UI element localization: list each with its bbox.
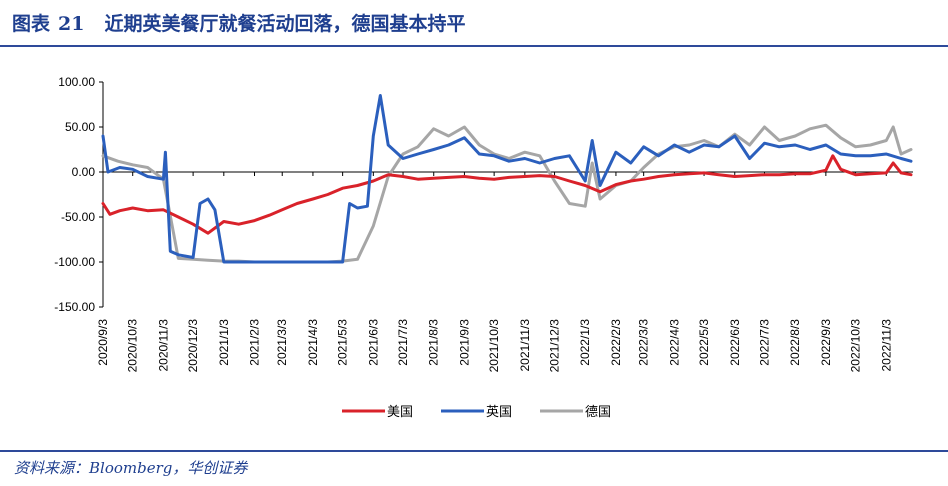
x-tick-label: 2022/1/3 <box>578 319 592 366</box>
x-tick-label: 2022/3/3 <box>637 319 651 366</box>
x-tick-label: 2021/4/3 <box>306 319 320 366</box>
x-tick-label: 2021/9/3 <box>457 319 471 366</box>
line-chart: 100.0050.000.00-50.00-100.00-150.002020/… <box>54 75 913 420</box>
footer-rule <box>0 450 948 452</box>
x-tick-label: 2021/8/3 <box>427 319 441 366</box>
legend-label-1: 美国 <box>387 405 413 420</box>
x-tick-label: 2020/11/3 <box>156 319 170 372</box>
legend-label-3: 德国 <box>585 405 611 420</box>
x-tick-label: 2022/7/3 <box>757 319 771 366</box>
x-tick-label: 2022/5/3 <box>697 319 711 366</box>
x-tick-label: 2020/10/3 <box>126 319 140 373</box>
x-tick-label: 2021/3/3 <box>275 319 289 366</box>
x-tick-label: 2021/12/3 <box>548 319 562 373</box>
x-tick-label: 2021/1/3 <box>217 319 231 366</box>
x-tick-label: 2020/9/3 <box>96 319 110 366</box>
series-line-1 <box>101 154 913 235</box>
y-tick-label: 50.00 <box>65 120 95 134</box>
figure-title: 图表 21 近期英美餐厅就餐活动回落，德国基本持平 <box>12 9 465 36</box>
x-tick-label: 2021/7/3 <box>396 319 410 366</box>
figure-number: 21 <box>58 13 85 35</box>
x-tick-label: 2022/11/3 <box>879 319 893 372</box>
x-tick-label: 2022/6/3 <box>728 319 742 366</box>
x-tick-label: 2022/9/3 <box>819 319 833 366</box>
x-tick-label: 2022/2/3 <box>609 319 623 366</box>
x-tick-label: 2022/8/3 <box>788 319 802 366</box>
y-tick-label: 0.00 <box>72 165 96 179</box>
legend-label-2: 英国 <box>486 405 512 420</box>
y-tick-label: -50.00 <box>61 210 95 224</box>
x-tick-label: 2021/11/3 <box>518 319 532 372</box>
title-rule <box>0 45 948 47</box>
x-tick-label: 2021/2/3 <box>248 319 262 366</box>
x-tick-label: 2022/10/3 <box>849 319 863 373</box>
y-tick-label: -150.00 <box>54 300 95 314</box>
x-tick-label: 2022/4/3 <box>667 319 681 366</box>
y-tick-label: -100.00 <box>54 255 95 269</box>
source-note: 资料来源：Bloomberg，华创证券 <box>14 459 248 477</box>
x-tick-label: 2021/10/3 <box>487 319 501 373</box>
figure-label: 图表 <box>12 13 51 35</box>
x-tick-label: 2021/5/3 <box>336 319 350 366</box>
x-tick-label: 2020/12/3 <box>186 319 200 373</box>
y-tick-label: 100.00 <box>58 75 95 89</box>
x-tick-label: 2021/6/3 <box>366 319 380 366</box>
series-line-2 <box>101 94 913 264</box>
figure-title-text: 近期英美餐厅就餐活动回落，德国基本持平 <box>104 13 466 35</box>
